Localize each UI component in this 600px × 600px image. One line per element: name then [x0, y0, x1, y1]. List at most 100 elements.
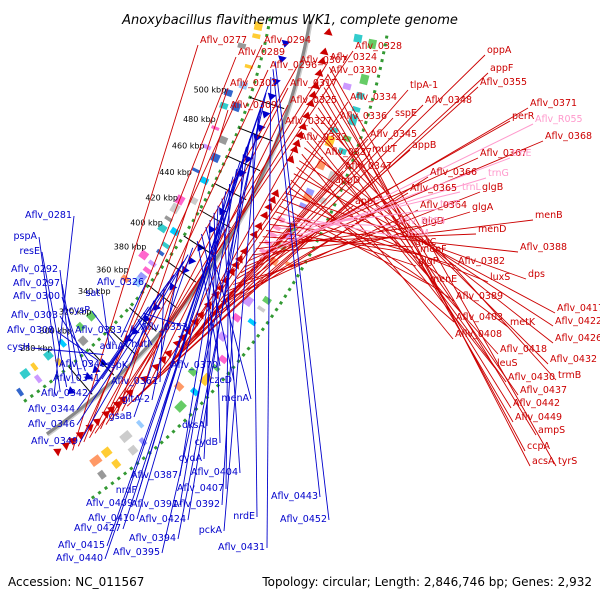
- forward-gene-label: Aflv_0417: [557, 303, 600, 314]
- tick-label: 300 kbp: [39, 327, 72, 336]
- forward-gene-label: Aflv_0364: [420, 200, 467, 211]
- reverse-leader-line: [129, 300, 155, 367]
- tick-label: 500 kbp: [194, 86, 227, 95]
- cog-block: [161, 241, 170, 250]
- footer-background: [0, 572, 600, 600]
- reverse-leader-line: [221, 154, 244, 506]
- forward-leader-line: [244, 140, 544, 268]
- cog-block: [119, 430, 133, 444]
- reverse-leader-line: [79, 254, 189, 443]
- rna-mark: [276, 215, 286, 223]
- forward-leader-line: [301, 153, 454, 340]
- dotted-ring-2: [90, 34, 389, 500]
- forward-leader-line: [255, 225, 421, 250]
- forward-gene-label: oppA: [487, 45, 512, 56]
- forward-gene-label: Aflv_0365: [410, 183, 457, 194]
- reverse-leader-line: [122, 123, 257, 530]
- forward-gene-label: metK: [510, 317, 536, 328]
- cog-block: [342, 82, 352, 91]
- forward-gene-label: Aflv_0317: [290, 78, 337, 89]
- forward-gene-label: Aflv_0403: [456, 312, 503, 323]
- cog-block: [247, 318, 257, 327]
- topology-text: Topology: circular; Length: 2,846,746 bp…: [261, 575, 592, 589]
- forward-gene-label: Aflv_0366: [430, 167, 477, 178]
- forward-gene-label: Aflv_0367: [480, 148, 527, 159]
- forward-gene-mark: [314, 68, 324, 77]
- cog-block: [142, 266, 152, 275]
- reverse-gene-mark: [278, 55, 287, 64]
- reverse-leader-line: [179, 169, 238, 506]
- cog-block: [156, 248, 165, 257]
- forward-gene-label: appB: [412, 140, 436, 151]
- cog-block: [353, 33, 363, 43]
- reverse-gene-label: Aflv_0303: [11, 310, 58, 321]
- reverse-leader-line: [151, 268, 180, 401]
- forward-gene-label: menF: [420, 244, 447, 255]
- cog-block: [97, 469, 107, 480]
- reverse-gene-label: Aflv_0409: [86, 498, 133, 509]
- cog-block: [19, 368, 31, 380]
- forward-leader-line: [171, 120, 339, 362]
- forward-leader-line: [290, 179, 455, 323]
- forward-gene-label: appC: [355, 196, 380, 207]
- reverse-gene-label: Aflv_0424: [139, 514, 186, 525]
- forward-gene-label: Aflv_0442: [513, 398, 560, 409]
- cog-block: [75, 321, 86, 332]
- forward-gene-mark: [67, 437, 77, 446]
- forward-gene-label: ccpA: [527, 441, 550, 452]
- forward-gene-mark: [319, 47, 329, 56]
- tick-label: 400 kbp: [130, 218, 163, 227]
- reverse-gene-label: Aflv_0326: [97, 277, 144, 288]
- forward-leader-line: [248, 157, 479, 262]
- forward-gene-label: menE: [430, 274, 457, 285]
- forward-leader-line: [72, 44, 199, 451]
- forward-leader-line: [259, 233, 477, 244]
- reverse-leader-line: [223, 116, 259, 532]
- forward-leader-line: [308, 134, 496, 369]
- forward-gene-label: perR: [512, 111, 535, 122]
- reverse-leader-line: [225, 183, 230, 490]
- forward-gene-label: Aflv_0328: [355, 41, 402, 52]
- reverse-gene-label: Aflv_0440: [56, 553, 103, 564]
- reverse-leader-line: [125, 325, 133, 348]
- forward-gene-mark: [295, 131, 304, 140]
- cog-block: [231, 312, 242, 323]
- tick-label: 460 kbp: [172, 142, 205, 151]
- reverse-gene-label: Aflv_0387: [131, 470, 178, 481]
- cog-block: [218, 354, 229, 365]
- forward-gene-label: Aflv_0449: [515, 412, 562, 423]
- forward-gene-label: menD: [478, 224, 506, 235]
- forward-gene-mark: [270, 189, 280, 198]
- reverse-leader-line: [31, 347, 104, 355]
- reverse-gene-label: pckA: [199, 525, 223, 536]
- cog-block: [324, 135, 336, 148]
- cog-block: [138, 249, 150, 261]
- tick-label: 320 kbp: [59, 308, 92, 317]
- cog-block: [100, 446, 113, 459]
- cog-block: [174, 400, 187, 413]
- reverse-gene-mark: [84, 371, 93, 380]
- forward-gene-label: ampS: [538, 425, 565, 436]
- forward-gene-label: Aflv_0277: [200, 35, 247, 46]
- cog-block: [189, 387, 200, 397]
- forward-gene-label: Aflv_0325: [290, 95, 337, 106]
- cog-block: [359, 73, 370, 86]
- forward-gene-label: menB: [535, 210, 563, 221]
- reverse-gene-label: cysP: [68, 305, 90, 316]
- reverse-gene-label: Aflv_0443: [271, 491, 318, 502]
- reverse-gene-label: cydB: [195, 437, 218, 448]
- reverse-gene-label: Aflv_0281: [25, 210, 72, 221]
- reverse-leader-line: [107, 306, 149, 366]
- cog-block: [256, 305, 266, 313]
- forward-leader-line: [321, 94, 514, 423]
- tick-mark: [199, 209, 232, 229]
- cog-block: [242, 295, 255, 308]
- forward-gene-label: Aflv_0408: [455, 329, 502, 340]
- cog-block: [30, 362, 39, 372]
- reverse-gene-mark: [99, 358, 108, 367]
- forward-gene-label: Aflv_0302: [230, 78, 277, 89]
- reverse-gene-label: Aflv_0340: [59, 359, 106, 370]
- cog-block: [262, 295, 272, 306]
- forward-gene-label: Aflv_0296: [270, 60, 317, 71]
